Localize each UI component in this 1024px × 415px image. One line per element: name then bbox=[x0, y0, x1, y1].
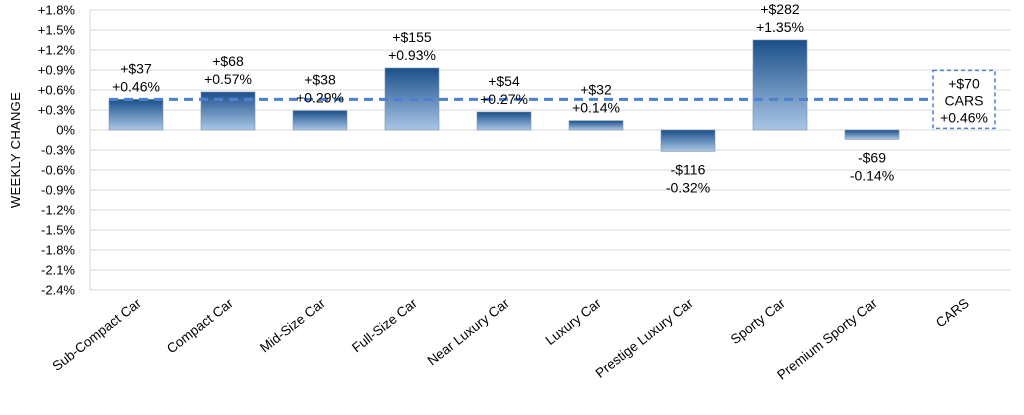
bar-compact-car bbox=[200, 91, 256, 131]
category-label: Luxury Car bbox=[543, 295, 605, 348]
y-axis-label: WEEKLY CHANGE bbox=[8, 92, 23, 208]
category-label: Compact Car bbox=[164, 295, 236, 356]
y-tick-label: +0.3% bbox=[38, 103, 76, 118]
dollar-label: +$68 bbox=[212, 53, 244, 69]
y-tick-label: +0.9% bbox=[38, 63, 76, 78]
dollar-label: -$116 bbox=[671, 161, 706, 177]
y-tick-labels: +1.8% +1.5% +1.2% +0.9% +0.6% +0.3% 0% -0.3% -0.… bbox=[38, 3, 76, 298]
percent-label: -0.32% bbox=[666, 179, 710, 195]
data-labels: +$37 +0.46% +$68 +0.57% +$38 +0.29% +$155 +0.93… bbox=[112, 1, 894, 195]
percent-label: -0.14% bbox=[850, 167, 894, 183]
category-label: Premium Sporty Car bbox=[774, 295, 880, 382]
bar-sub-compact-car bbox=[108, 99, 164, 131]
y-tick-label: +1.8% bbox=[38, 3, 76, 18]
y-tick-label: -2.1% bbox=[41, 263, 75, 278]
y-tick-label: -0.9% bbox=[41, 183, 75, 198]
y-tick-label: +0.6% bbox=[38, 83, 76, 98]
percent-label: +0.93% bbox=[388, 47, 436, 63]
y-tick-label: -1.8% bbox=[41, 243, 75, 258]
dollar-label: +$155 bbox=[392, 29, 432, 45]
category-label: Mid-Size Car bbox=[257, 295, 328, 355]
reference-percent-label: +0.46% bbox=[940, 109, 988, 125]
percent-label: +0.46% bbox=[112, 78, 160, 94]
y-tick-label: +1.2% bbox=[38, 43, 76, 58]
y-tick-label: -2.4% bbox=[41, 283, 75, 298]
y-tick-label: 0% bbox=[56, 123, 75, 138]
dollar-label: -$69 bbox=[858, 149, 886, 165]
bar-prestige-luxury-car bbox=[660, 129, 716, 152]
category-label: CARS bbox=[933, 296, 972, 331]
y-tick-label: -1.5% bbox=[41, 223, 75, 238]
category-label: Prestige Luxury Car bbox=[593, 295, 697, 381]
reference-dollar-label: +$70 bbox=[948, 75, 980, 91]
category-labels: Sub-Compact Car Compact Car Mid-Size Car Fu… bbox=[49, 295, 971, 382]
reference-category-label: CARS bbox=[945, 92, 984, 108]
dollar-label: +$38 bbox=[304, 72, 336, 88]
category-label: Full-Size Car bbox=[349, 295, 420, 355]
y-tick-label: +1.5% bbox=[38, 23, 76, 38]
category-label: Sporty Car bbox=[728, 295, 788, 347]
bar-luxury-car bbox=[568, 120, 624, 131]
dollar-label: +$32 bbox=[580, 82, 612, 98]
dollar-label: +$282 bbox=[760, 1, 800, 17]
percent-label: +0.27% bbox=[480, 91, 528, 107]
y-tick-label: -0.3% bbox=[41, 143, 75, 158]
category-label: Sub-Compact Car bbox=[49, 295, 144, 374]
bar-mid-size-car bbox=[292, 110, 348, 131]
dollar-label: +$54 bbox=[488, 73, 520, 89]
bar-sporty-car bbox=[752, 39, 808, 131]
percent-label: +1.35% bbox=[756, 19, 804, 35]
reference-label-box bbox=[932, 69, 996, 130]
dollar-label: +$37 bbox=[120, 60, 152, 76]
bar-near-luxury-car bbox=[476, 111, 532, 131]
y-tick-label: -0.6% bbox=[41, 163, 75, 178]
category-label: Near Luxury Car bbox=[425, 295, 513, 368]
y-tick-label: -1.2% bbox=[41, 203, 75, 218]
percent-label: +0.14% bbox=[572, 100, 620, 116]
percent-label: +0.57% bbox=[204, 71, 252, 87]
bar-premium-sporty-car bbox=[844, 129, 900, 140]
percent-label: +0.29% bbox=[296, 90, 344, 106]
